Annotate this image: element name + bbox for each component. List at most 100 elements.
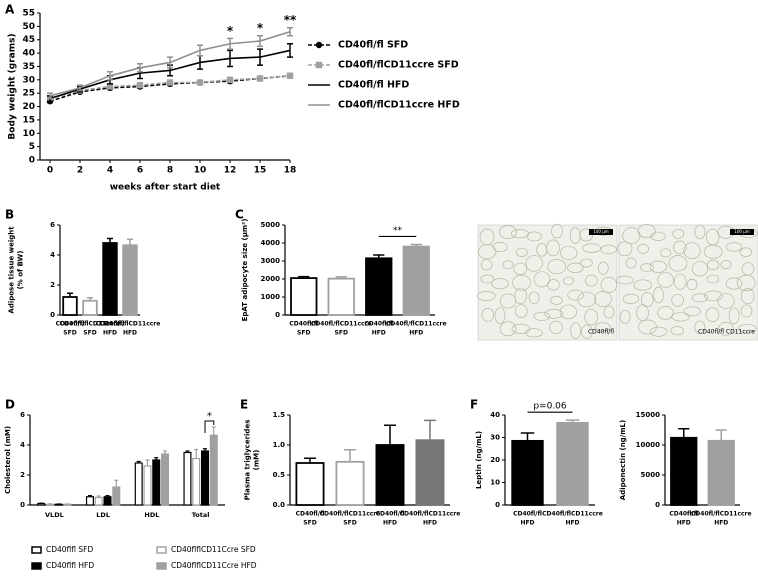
x-tick-label: CD40fl/flCD11ccre <box>60 321 121 328</box>
y-tick-label: 0 <box>655 501 660 509</box>
y-tick-label: 10 <box>22 129 35 139</box>
marker <box>286 72 294 80</box>
y-axis-label: EpAT adipocyte size (µm²) <box>241 219 249 322</box>
cell <box>479 228 495 246</box>
cell <box>617 241 633 257</box>
bar <box>415 439 445 506</box>
cell <box>649 260 667 273</box>
cell <box>494 307 506 324</box>
legend-label: CD40flfl SFD <box>46 545 93 554</box>
error-bar <box>715 429 727 441</box>
cell <box>585 274 598 287</box>
error-bar <box>114 479 119 487</box>
cell <box>567 262 584 273</box>
cell <box>551 223 563 239</box>
error-bar <box>211 426 216 436</box>
bar <box>112 486 121 506</box>
panel-letter: B <box>5 208 14 222</box>
marker <box>166 79 174 86</box>
cell <box>739 247 753 257</box>
marker <box>315 61 323 69</box>
cell <box>636 304 649 322</box>
y-tick-label: 25 <box>22 89 35 99</box>
error-bar <box>384 424 396 445</box>
y-tick-label: 0 <box>29 156 35 166</box>
y-tick-label: 5000 <box>261 221 281 229</box>
cell <box>550 296 563 305</box>
error-bar <box>127 238 133 246</box>
panel-letter: F <box>470 398 478 412</box>
x-tick-label: 18 <box>284 166 297 176</box>
bar <box>192 457 201 506</box>
cell <box>595 322 611 332</box>
cell <box>514 304 528 318</box>
cell <box>625 257 637 269</box>
cell <box>563 276 574 286</box>
y-tick-label: 30 <box>490 434 500 442</box>
x-tick-label: CD40fl/flCD11ccre <box>542 511 603 518</box>
cell <box>686 278 698 291</box>
y-tick-label: 0.5 <box>273 471 286 479</box>
bar <box>201 450 210 506</box>
y-tick-label: 5000 <box>641 471 661 479</box>
x-tick-label: HFD <box>103 330 117 337</box>
x-tick-label: HFD <box>123 330 137 337</box>
cell <box>513 262 528 275</box>
y-tick-label: 0.0 <box>273 501 286 509</box>
bar <box>670 436 698 506</box>
x-tick-label: 8 <box>167 166 173 176</box>
panel-letter: A <box>5 3 15 17</box>
y-tick-label: 5 <box>29 142 35 152</box>
legend-swatch <box>156 562 167 570</box>
cell <box>616 275 634 285</box>
y-tick-label: 35 <box>22 62 35 72</box>
annotation: ** <box>284 13 297 27</box>
scale-bar <box>589 229 613 235</box>
legend-label: CD40fl/flCD11ccre SFD <box>338 60 459 71</box>
annotation: ** <box>393 226 403 236</box>
cell <box>582 243 602 253</box>
cell <box>694 320 706 335</box>
x-tick-label: LDL <box>96 511 110 519</box>
y-tick-label: 0 <box>20 501 25 509</box>
bar <box>290 277 318 316</box>
cell <box>547 259 567 275</box>
x-tick-label: 15 <box>254 166 267 176</box>
cell <box>671 294 684 307</box>
cell <box>668 255 688 272</box>
x-tick-label: HFD <box>423 520 437 527</box>
y-tick-label: 1.5 <box>273 411 286 419</box>
x-tick-label: 6 <box>137 166 143 176</box>
cell <box>683 306 701 317</box>
error-bar <box>194 448 199 459</box>
cell <box>584 308 598 326</box>
cell <box>657 272 674 288</box>
x-tick-label: CD40fl/flCD11ccre <box>386 321 447 328</box>
annotation: p=0.06 <box>533 402 567 412</box>
cell <box>594 290 612 308</box>
cell <box>480 259 493 271</box>
x-tick-label: HFD <box>714 520 728 527</box>
annotation: * <box>227 24 234 38</box>
bar <box>63 503 72 506</box>
y-tick-label: 2000 <box>261 275 281 283</box>
error-bar <box>678 428 690 438</box>
x-tick-label: CD40fl/flCD11ccre <box>100 321 161 328</box>
cell <box>703 244 723 259</box>
cell <box>740 288 755 305</box>
cell <box>502 260 514 270</box>
y-axis-label: Adipose tissue weight <box>8 226 16 314</box>
cell <box>481 307 495 322</box>
y-tick-label: 4000 <box>261 239 281 247</box>
cell <box>683 242 701 259</box>
error-bar <box>520 432 535 441</box>
y-axis-label: Cholesterol (mM) <box>4 426 12 494</box>
cell <box>525 328 543 338</box>
y-tick-label: 10 <box>490 479 500 487</box>
x-tick-label: CD40fl/fl <box>289 321 318 328</box>
y-tick-label: 30 <box>22 75 35 85</box>
y-tick-label: 3000 <box>261 257 281 265</box>
y-tick-label: 4 <box>50 251 55 259</box>
x-tick-label: HFD <box>520 520 534 527</box>
